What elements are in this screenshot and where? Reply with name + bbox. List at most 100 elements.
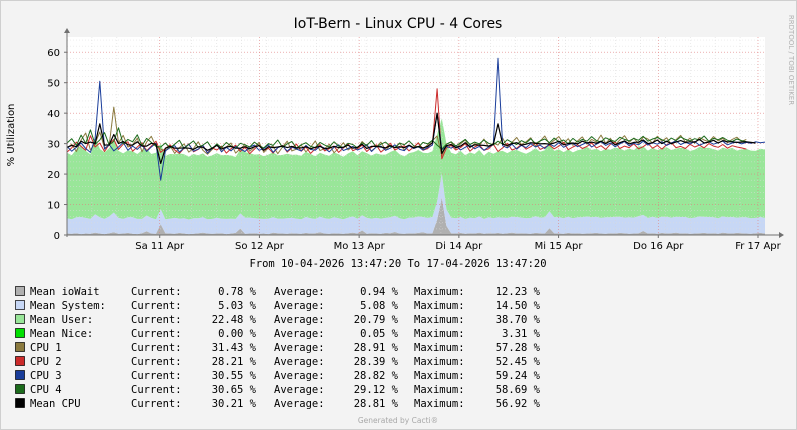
grid-layer [66,37,765,236]
legend-current-value: 30.55 % [212,370,257,382]
legend-current-label: Current: [131,328,182,340]
legend-row: CPU 2 Current: 28.21 % Average: 28.39 % Maxim… [15,356,541,368]
legend-maximum-label: Maximum: [414,356,465,368]
y-tick-label: 10 [47,201,60,212]
legend-average-value: 0.94 % [360,286,399,298]
legend-series-name: Mean User: [30,314,93,326]
y-tick-label: 0 [54,231,60,242]
legend-average-value: 28.81 % [354,398,399,410]
legend-average-value: 29.12 % [354,384,399,396]
legend-series-name: Mean Nice: [30,328,93,340]
legend-maximum-value: 59.24 % [496,370,541,382]
x-axis-arrow [779,232,784,238]
legend-maximum-value: 14.50 % [496,300,541,312]
legend-swatch [15,300,25,310]
legend-average-value: 0.05 % [360,328,399,340]
legend-maximum-label: Maximum: [414,314,465,326]
legend-current-label: Current: [131,370,182,382]
legend-current-value: 0.78 % [218,286,257,298]
legend: Mean ioWait Current: 0.78 % Average: 0.94 % M… [15,286,541,410]
legend-swatch [15,356,25,366]
chart-title: IoT-Bern - Linux CPU - 4 Cores [294,16,503,32]
rrdtool-watermark: RRDTOOL / TOBI OETIKER [787,15,795,105]
x-tick-label: Di 14 Apr [435,241,483,252]
legend-maximum-value: 12.23 % [496,286,541,298]
legend-average-label: Average: [274,398,325,410]
legend-average-value: 28.82 % [354,370,399,382]
legend-swatch [15,314,25,324]
legend-maximum-value: 3.31 % [502,328,541,340]
legend-swatch [15,370,25,380]
legend-average-label: Average: [274,314,325,326]
legend-row: Mean System: Current: 5.03 % Average: 5.08 %… [15,300,541,312]
legend-maximum-value: 58.69 % [496,384,541,396]
y-tick-label: 20 [47,170,60,181]
legend-maximum-label: Maximum: [414,328,465,340]
legend-maximum-label: Maximum: [414,286,465,298]
legend-series-name: CPU 1 [30,342,62,354]
x-tick-label: Do 16 Apr [633,241,684,252]
line-cpu-4 [66,127,747,150]
x-tick-label: Fr 17 Apr [735,241,781,252]
x-tick-label: So 12 Apr [235,241,285,252]
legend-average-label: Average: [274,300,325,312]
legend-average-label: Average: [274,370,325,382]
legend-row: Mean CPU Current: 30.21 % Average: 28.81 % Ma… [15,398,541,410]
legend-current-label: Current: [131,300,182,312]
legend-row: CPU 1 Current: 31.43 % Average: 28.91 % Maxim… [15,342,541,354]
legend-current-label: Current: [131,286,182,298]
legend-average-label: Average: [274,356,325,368]
legend-swatch [15,342,25,352]
legend-average-label: Average: [274,286,325,298]
legend-current-value: 30.65 % [212,384,257,396]
legend-maximum-label: Maximum: [414,384,465,396]
legend-maximum-value: 38.70 % [496,314,541,326]
date-range: From 10-04-2026 13:47:20 To 17-04-2026 1… [249,258,546,270]
legend-current-value: 28.21 % [212,356,257,368]
legend-average-label: Average: [274,384,325,396]
legend-series-name: CPU 2 [30,356,62,368]
x-tick-label: Sa 11 Apr [135,241,185,252]
legend-average-value: 5.08 % [360,300,399,312]
legend-maximum-label: Maximum: [414,300,465,312]
legend-row: CPU 3 Current: 30.55 % Average: 28.82 % Maxim… [15,370,541,382]
legend-current-label: Current: [131,342,182,354]
x-tick-label: Mo 13 Apr [334,241,386,252]
legend-maximum-value: 56.92 % [496,398,541,410]
y-tick-label: 60 [47,48,60,59]
y-axis-arrow [64,28,70,33]
legend-current-label: Current: [131,314,182,326]
legend-current-label: Current: [131,398,182,410]
legend-swatch [15,328,25,338]
legend-current-value: 31.43 % [212,342,257,354]
legend-average-value: 28.91 % [354,342,399,354]
legend-series-name: CPU 3 [30,370,62,382]
footer-generated-by: Generated by Cacti® [358,416,438,425]
legend-maximum-label: Maximum: [414,342,465,354]
x-tick-label: Mi 15 Apr [535,241,584,252]
legend-row: Mean User: Current: 22.48 % Average: 20.79 %… [15,314,541,326]
legend-maximum-label: Maximum: [414,370,465,382]
axes-layer: 0 10 20 30 40 50 60 Sa 11 Apr So 12 Apr Mo 13 Apr… [47,28,784,252]
legend-maximum-label: Maximum: [414,398,465,410]
legend-average-label: Average: [274,328,325,340]
legend-current-value: 5.03 % [218,300,257,312]
legend-row: Mean Nice: Current: 0.00 % Average: 0.05 % Ma… [15,328,541,340]
y-tick-label: 40 [47,109,60,120]
legend-current-label: Current: [131,356,182,368]
legend-current-label: Current: [131,384,182,396]
legend-series-name: Mean ioWait [30,286,100,298]
cpu-lines-layer [66,57,766,181]
legend-current-value: 30.21 % [212,398,257,410]
legend-average-value: 28.39 % [354,356,399,368]
legend-average-value: 20.79 % [354,314,399,326]
y-tick-label: 50 [47,79,60,90]
y-axis-label: % Utilization [6,104,17,167]
line-mean-cpu [66,112,756,164]
legend-average-label: Average: [274,342,325,354]
legend-series-name: Mean System: [30,300,106,312]
legend-swatch [15,398,25,408]
legend-swatch [15,286,25,296]
legend-row: CPU 4 Current: 30.65 % Average: 29.12 % Maxim… [15,384,541,396]
